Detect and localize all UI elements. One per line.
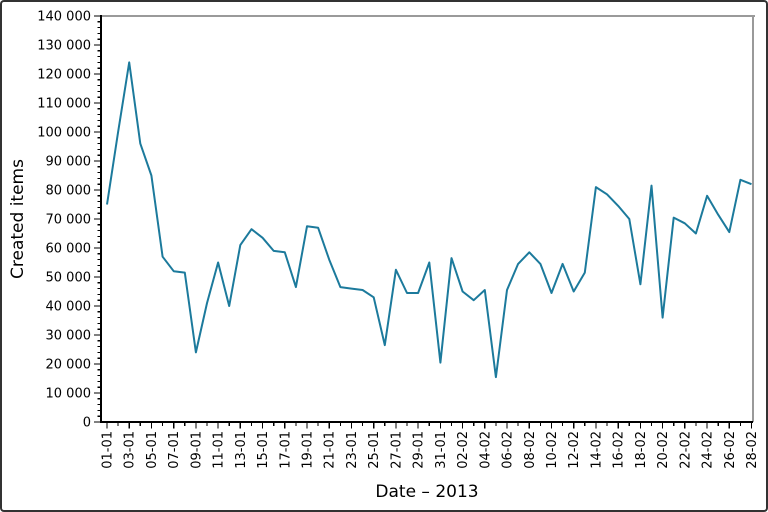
y-tick-label: 20 000 xyxy=(46,358,92,373)
y-tick-label: 140 000 xyxy=(37,10,91,25)
x-tick-label: 15-01 xyxy=(256,431,271,469)
x-tick-label: 22-02 xyxy=(678,431,693,469)
x-tick-label: 06-02 xyxy=(501,431,516,469)
y-tick-label: 130 000 xyxy=(37,39,91,54)
y-tick-label: 0 xyxy=(83,416,91,431)
y-tick-label: 70 000 xyxy=(46,213,92,228)
y-tick-label: 110 000 xyxy=(37,97,91,112)
x-tick-label: 05-01 xyxy=(145,431,160,469)
x-tick-label: 18-02 xyxy=(634,431,649,469)
x-tick-label: 28-02 xyxy=(745,431,760,469)
y-tick-label: 50 000 xyxy=(46,271,92,286)
x-tick-label: 13-01 xyxy=(234,431,249,469)
y-tick-label: 30 000 xyxy=(46,329,92,344)
x-tick-label: 02-02 xyxy=(456,431,471,469)
y-axis-title: Created items xyxy=(8,159,28,279)
y-tick-label: 80 000 xyxy=(46,184,92,199)
x-axis-title: Date – 2013 xyxy=(375,482,479,502)
y-tick-label: 90 000 xyxy=(46,155,92,170)
x-tick-label: 26-02 xyxy=(723,431,738,469)
y-tick-label: 40 000 xyxy=(46,300,92,315)
x-tick-label: 20-02 xyxy=(656,431,671,469)
x-tick-label: 17-01 xyxy=(278,431,293,469)
x-tick-label: 07-01 xyxy=(167,431,182,469)
y-tick-label: 100 000 xyxy=(37,126,91,141)
x-tick-label: 24-02 xyxy=(701,431,716,469)
x-tick-label: 04-02 xyxy=(478,431,493,469)
created-items-line xyxy=(106,61,752,379)
y-tick-label: 60 000 xyxy=(46,242,92,257)
x-tick-label: 21-01 xyxy=(323,431,338,469)
x-tick-label: 03-01 xyxy=(123,431,138,469)
x-tick-label: 31-01 xyxy=(434,431,449,469)
x-tick-label: 29-01 xyxy=(412,431,427,469)
x-tick-label: 08-02 xyxy=(523,431,538,469)
y-tick-label: 120 000 xyxy=(37,68,91,83)
y-tick-label: 10 000 xyxy=(46,387,92,402)
x-tick-label: 12-02 xyxy=(567,431,582,469)
x-tick-label: 01-01 xyxy=(101,431,116,469)
x-tick-label: 16-02 xyxy=(612,431,627,469)
x-tick-label: 23-01 xyxy=(345,431,360,469)
x-tick-label: 25-01 xyxy=(367,431,382,469)
x-tick-label: 19-01 xyxy=(301,431,316,469)
x-tick-label: 09-01 xyxy=(189,431,204,469)
x-tick-label: 10-02 xyxy=(545,431,560,469)
x-tick-label: 14-02 xyxy=(589,431,604,469)
x-tick-label: 27-01 xyxy=(389,431,404,469)
x-tick-label: 11-01 xyxy=(212,431,227,469)
